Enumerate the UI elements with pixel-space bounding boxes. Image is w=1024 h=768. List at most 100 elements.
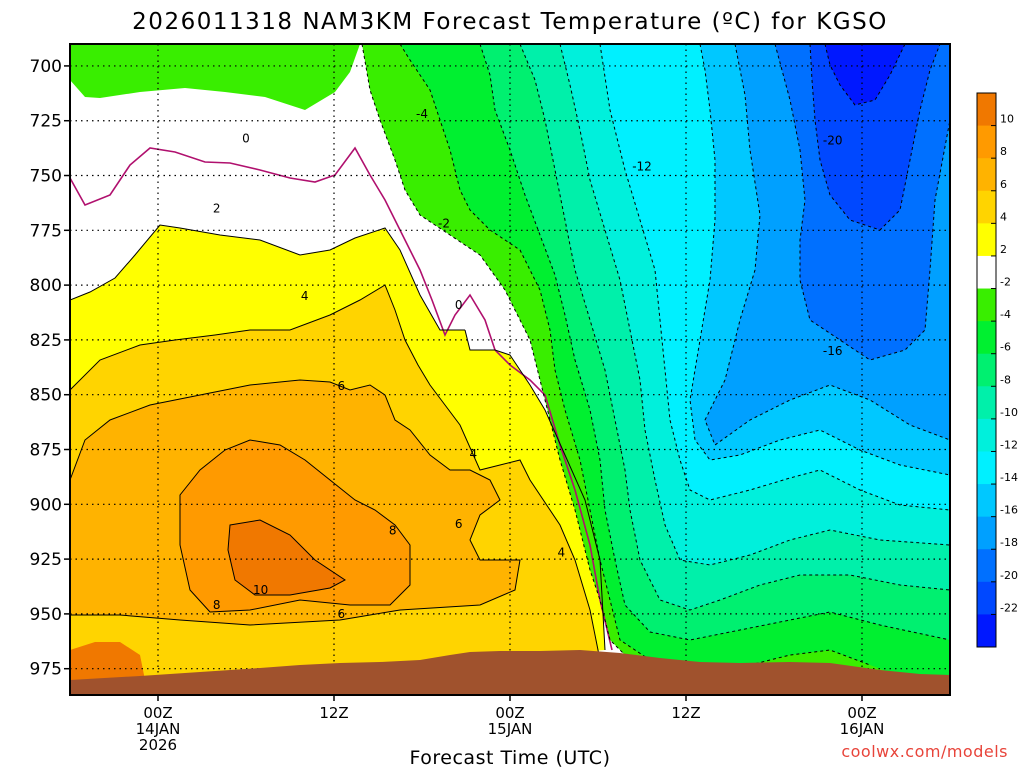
colorbar-swatch bbox=[977, 125, 996, 159]
x-tick-label: 2026 bbox=[139, 736, 177, 754]
colorbar-label: -20 bbox=[1000, 569, 1018, 582]
colorbar-swatch bbox=[977, 190, 996, 224]
terrain-ground bbox=[70, 650, 950, 695]
contour-minus6-line bbox=[479, 44, 950, 641]
colorbar-label: 2 bbox=[1000, 243, 1007, 256]
colorbar-label: 10 bbox=[1000, 113, 1014, 126]
y-tick-label: 875 bbox=[30, 441, 62, 461]
contour-label: 4 bbox=[301, 289, 309, 303]
colorbar-label: -2 bbox=[1000, 276, 1011, 289]
colorbar-swatch bbox=[977, 418, 996, 452]
x-tick-label: 15JAN bbox=[488, 720, 533, 738]
colorbar-label: 4 bbox=[1000, 210, 1007, 223]
contour-label: 0 bbox=[455, 298, 463, 312]
contour-label: -2 bbox=[438, 217, 450, 231]
colorbar-swatch bbox=[977, 255, 996, 290]
colorbar-label: -6 bbox=[1000, 341, 1011, 354]
y-tick-label: 975 bbox=[30, 660, 62, 680]
colorbar-swatch bbox=[977, 484, 996, 518]
y-axis-ticks: 700 725 750 775 800 825 850 875 900 925 950 975 bbox=[30, 57, 70, 680]
colorbar-label: -10 bbox=[1000, 406, 1018, 419]
contour-2-line-b bbox=[464, 329, 606, 651]
contour-label: 6 bbox=[338, 379, 346, 393]
contour-label: 4 bbox=[558, 546, 566, 560]
colorbar-swatch bbox=[977, 549, 996, 583]
colorbar-label: -18 bbox=[1000, 536, 1018, 549]
y-tick-label: 825 bbox=[30, 331, 62, 351]
colorbar-label: -8 bbox=[1000, 373, 1011, 386]
contour-minus14-line bbox=[689, 44, 950, 476]
band-orange-10C bbox=[228, 520, 345, 595]
contour-labels: 0 2 4 6 8 10 8 6 6 4 4 0 -2 -4 -12 -20 -16 bbox=[213, 107, 843, 621]
x-tick-label: 14JAN bbox=[136, 720, 181, 738]
x-tick-label: 16JAN bbox=[840, 720, 885, 738]
colorbar-swatch bbox=[977, 516, 996, 550]
contour-label: 10 bbox=[253, 583, 268, 597]
x-tick-label: 12Z bbox=[319, 704, 348, 722]
colorbar-swatch bbox=[977, 451, 996, 485]
contour-label: 8 bbox=[389, 524, 397, 538]
contour-minus10-line bbox=[559, 44, 950, 566]
contour-minus2-line bbox=[361, 44, 626, 656]
x-tick-label: 12Z bbox=[671, 704, 700, 722]
colorbar-swatch bbox=[977, 223, 996, 257]
colorbar-swatch bbox=[977, 158, 996, 192]
y-tick-label: 900 bbox=[30, 495, 62, 515]
y-tick-label: 700 bbox=[30, 57, 62, 77]
y-tick-label: 800 bbox=[30, 276, 62, 296]
colorbar-label: -16 bbox=[1000, 504, 1018, 517]
chart-title: 2026011318 NAM3KM Forecast Temperature (… bbox=[132, 9, 888, 35]
y-tick-label: 725 bbox=[30, 112, 62, 132]
contour-label: 2 bbox=[213, 201, 221, 215]
colorbar-swatch bbox=[977, 353, 996, 387]
contour-10-line bbox=[227, 519, 346, 596]
credit-text: coolwx.com/models bbox=[841, 742, 1008, 761]
colorbar-label: -22 bbox=[1000, 601, 1018, 614]
contour-label: -20 bbox=[823, 133, 843, 147]
y-tick-label: 775 bbox=[30, 221, 62, 241]
contour-minus20-line bbox=[809, 44, 941, 231]
contour-minus12-line bbox=[599, 44, 950, 511]
colorbar-swatch bbox=[977, 288, 996, 322]
colorbar-label: -14 bbox=[1000, 471, 1018, 484]
contour-4-line bbox=[70, 284, 601, 661]
colorbar-swatch bbox=[977, 386, 996, 420]
colorbar-swatch bbox=[977, 614, 996, 648]
contour-label: 0 bbox=[242, 131, 250, 145]
colorbar-label: 6 bbox=[1000, 178, 1007, 191]
y-tick-label: 925 bbox=[30, 550, 62, 570]
colorbar: 10 8 6 4 2 -2 -4 -6 -8 -10 -12 -14 -16 -18 -20 -22 bbox=[976, 92, 1018, 648]
colorbar-swatch bbox=[977, 581, 996, 615]
contour-minus8-line bbox=[519, 44, 950, 611]
contour-6-line bbox=[70, 379, 521, 626]
x-tick-label: 00Z bbox=[847, 704, 876, 722]
contour-minus22-line bbox=[824, 44, 906, 106]
colorbar-label: -4 bbox=[1000, 308, 1011, 321]
contour-label: 6 bbox=[338, 607, 346, 621]
colorbar-label: -12 bbox=[1000, 438, 1018, 451]
contour-label: -12 bbox=[632, 160, 652, 174]
band-minus22 bbox=[825, 44, 905, 105]
contour-label: 8 bbox=[213, 598, 221, 612]
contour-label: -16 bbox=[823, 344, 843, 358]
contour-8-line bbox=[179, 439, 411, 613]
colorbar-label: 8 bbox=[1000, 145, 1007, 158]
plot-area: 0 2 4 6 8 10 8 6 6 4 4 0 -2 -4 -12 -20 -16 bbox=[70, 44, 950, 695]
y-tick-label: 950 bbox=[30, 605, 62, 625]
x-tick-label: 00Z bbox=[143, 704, 172, 722]
contour-label: 4 bbox=[470, 447, 478, 461]
y-tick-label: 850 bbox=[30, 386, 62, 406]
x-axis-label: Forecast Time (UTC) bbox=[410, 747, 611, 768]
contour-label: -4 bbox=[416, 107, 428, 121]
colorbar-swatch bbox=[977, 321, 996, 355]
colorbar-frame bbox=[976, 92, 997, 648]
x-tick-label: 00Z bbox=[495, 704, 524, 722]
y-tick-label: 750 bbox=[30, 167, 62, 187]
contour-2-line bbox=[70, 224, 465, 331]
band-minus20 bbox=[810, 44, 940, 230]
contour-label: 6 bbox=[455, 517, 463, 531]
contour-zero-line bbox=[70, 146, 613, 651]
band-minus2-green bbox=[70, 44, 360, 110]
